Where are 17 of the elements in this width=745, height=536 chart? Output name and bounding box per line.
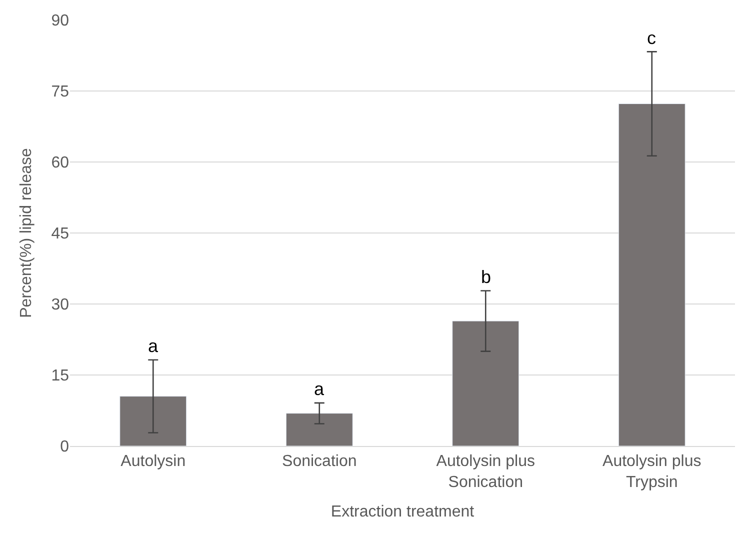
annotation: c bbox=[647, 28, 656, 48]
x-tick-label: Autolysin bbox=[120, 453, 186, 470]
y-tick-label: 15 bbox=[51, 368, 70, 385]
y-tick-label: 30 bbox=[51, 296, 70, 314]
annotation: b bbox=[481, 267, 492, 287]
annotation: a bbox=[314, 379, 325, 399]
x-tick-label: Sonication bbox=[282, 453, 357, 470]
y-axis-title: Percent(%) lipid release bbox=[18, 148, 36, 318]
y-tick-label: 75 bbox=[51, 84, 70, 101]
x-tick-label: Autolysin plus Sonication bbox=[436, 453, 535, 491]
y-tick-label: 90 bbox=[51, 12, 70, 30]
x-tick-label: Autolysin plus Trypsin bbox=[602, 453, 702, 491]
y-tick-label: 60 bbox=[51, 154, 70, 172]
annotation: a bbox=[148, 336, 159, 356]
y-tick-label: 0 bbox=[60, 438, 70, 456]
x-axis-title: Extraction treatment bbox=[330, 504, 475, 521]
y-tick-label: 45 bbox=[51, 226, 70, 243]
